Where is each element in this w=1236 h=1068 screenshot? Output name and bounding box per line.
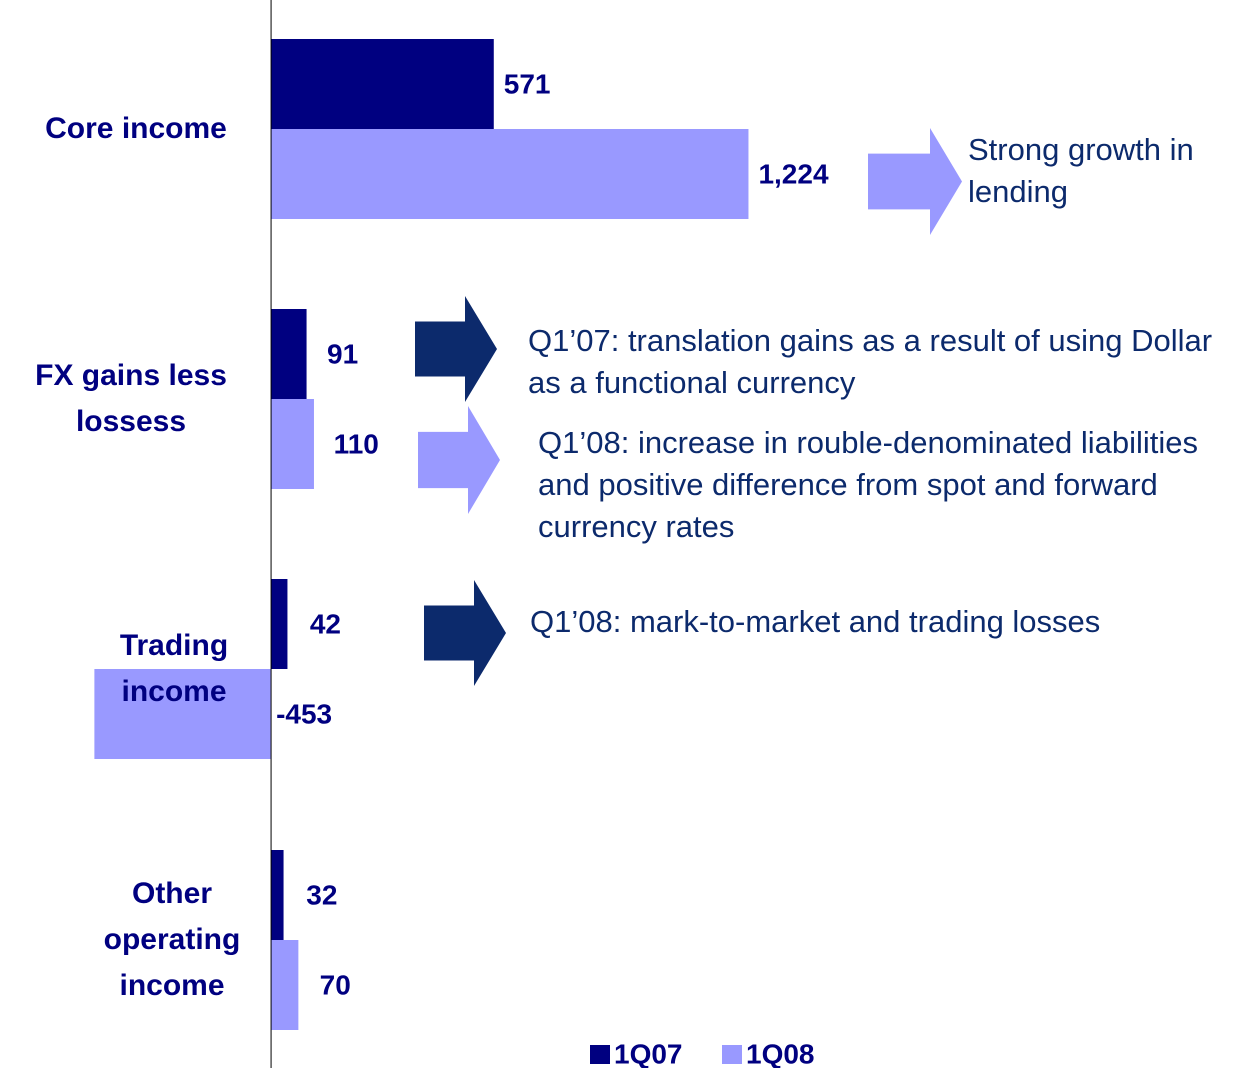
legend-swatch (590, 1045, 610, 1064)
bar (271, 850, 284, 940)
arrow (415, 296, 497, 402)
value-label: 571 (504, 68, 551, 99)
bar (271, 129, 749, 219)
bar (271, 309, 307, 399)
bar (271, 39, 494, 129)
bar (271, 579, 288, 669)
value-label: 1,224 (758, 158, 828, 189)
legend-label: 1Q08 (746, 1038, 815, 1068)
bar (271, 399, 314, 489)
value-label: 91 (327, 338, 358, 369)
category-label: Other operating income (103, 877, 241, 1002)
legend-swatch (722, 1045, 742, 1064)
annotation: Q1’08: mark-to-market and trading losses (530, 604, 1101, 639)
value-label: 70 (320, 969, 351, 1000)
value-label: 32 (306, 879, 337, 910)
legend-label: 1Q07 (614, 1038, 683, 1068)
value-label: 42 (310, 608, 341, 639)
category-label: Trading income (119, 629, 229, 708)
arrow (418, 406, 500, 514)
annotation: Q1’07: translation gains as a result of … (528, 323, 1213, 400)
category-label: Core income (45, 112, 227, 145)
annotation: Q1’08: increase in rouble-denominated li… (538, 425, 1198, 544)
bar (271, 940, 299, 1030)
bar (94, 669, 272, 759)
value-label: -453 (276, 698, 332, 729)
category-label: FX gains less lossess (35, 359, 227, 438)
annotation: Strong growth in lending (968, 132, 1194, 209)
arrow (424, 580, 506, 686)
arrow (868, 128, 962, 235)
value-label: 110 (334, 428, 379, 459)
